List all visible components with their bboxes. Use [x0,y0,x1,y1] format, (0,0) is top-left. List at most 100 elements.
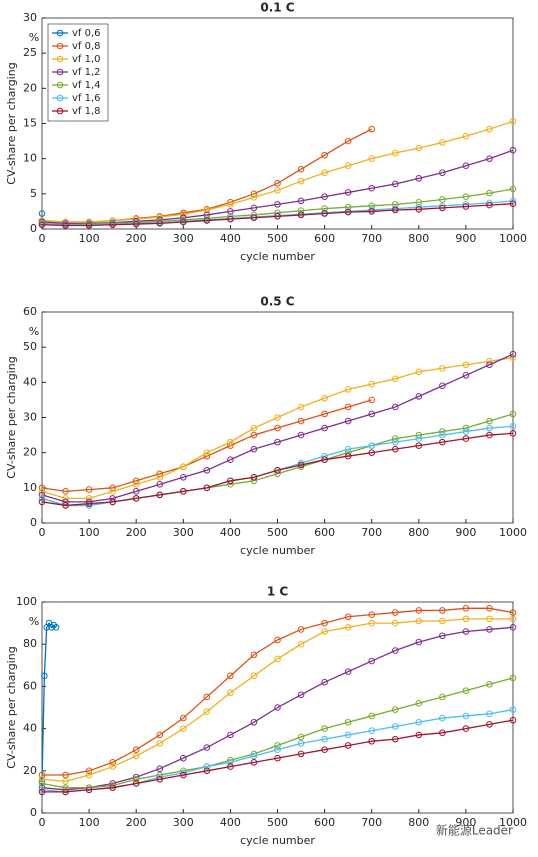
series-line [41,618,513,783]
legend-marker [56,81,64,89]
x-tick-label: 200 [126,232,147,245]
data-point [321,205,328,212]
data-point [38,488,46,495]
data-point [368,410,376,418]
y-tick-label: 10 [23,152,37,165]
data-point [62,786,69,794]
legend-label: vf 1,2 [72,67,101,78]
data-point [391,619,399,627]
data-point [439,382,446,390]
data-point [180,488,187,495]
x-tick-label: 900 [455,816,476,829]
legend-label: vf 1,6 [72,93,101,104]
data-point [132,775,140,783]
data-point [250,651,258,659]
x-tick-label: 500 [267,816,288,829]
data-point [439,428,446,435]
series-line [41,399,372,493]
data-point [344,162,352,169]
x-tick-label: 100 [79,526,100,539]
data-point [227,759,234,766]
data-point [321,151,328,159]
data-point [439,714,446,722]
data-point [439,364,446,372]
data-point [156,731,164,739]
data-point [439,693,446,701]
data-point [156,481,164,488]
x-tick-label: 400 [220,232,241,245]
data-point [274,470,281,478]
data-point [486,710,493,718]
data-point [203,767,211,775]
data-point [38,775,46,783]
series-line [41,432,514,507]
data-point [439,139,446,146]
series-line [41,120,514,223]
data-point [415,368,423,376]
data-point [439,729,446,737]
data-point [274,704,281,711]
data-point [203,693,211,701]
data-point [391,723,399,730]
data-point [38,491,46,499]
data-point [368,380,376,388]
legend-label: vf 0,6 [72,28,101,39]
data-point [462,712,470,720]
data-point [156,771,164,779]
data-point [274,414,281,421]
y-axis-label: CV-share per charging [5,62,18,184]
data-point [368,712,376,720]
data-point [297,740,305,747]
data-point [297,733,305,741]
data-point [391,149,399,157]
x-tick-label: 400 [220,526,241,539]
y-tick-label: 0 [30,806,37,819]
data-point [486,431,493,439]
data-point [462,725,470,732]
data-point [227,438,234,446]
data-point [509,716,517,724]
data-point [297,626,305,633]
data-point [486,680,493,688]
series-line [41,200,514,226]
data-point [274,201,281,208]
data-point [274,746,281,754]
series-line [42,719,514,793]
data-point [227,689,234,697]
data-point [297,750,305,758]
data-point [38,780,46,787]
data-point [109,780,116,787]
data-point [250,445,258,453]
series-line [41,353,514,503]
data-point [462,162,470,169]
data-point [109,498,116,506]
data-point [509,146,517,154]
x-tick-label: 0 [39,232,46,245]
data-point [344,403,352,411]
data-point [439,617,446,625]
data-point [368,125,376,133]
data-point [85,786,93,794]
data-point [274,179,281,187]
data-point [486,721,493,728]
data-point [227,442,234,449]
y-tick-label: 5 [30,187,37,200]
data-point [509,350,517,358]
data-point [62,495,69,502]
data-point [415,435,423,442]
data-point [62,222,69,229]
x-axis-label: cycle number [240,544,315,557]
data-point [344,718,352,726]
data-point [391,403,399,411]
x-tick-label: 1000 [499,526,527,539]
data-point [85,498,93,506]
y-tick-label: 80 [23,637,37,650]
data-point [297,165,305,173]
x-tick-label: 1000 [499,232,527,245]
data-point [85,222,93,229]
y-tick-label: 30 [23,411,37,424]
data-point [462,615,470,623]
data-point [250,718,258,726]
data-point [486,125,493,133]
